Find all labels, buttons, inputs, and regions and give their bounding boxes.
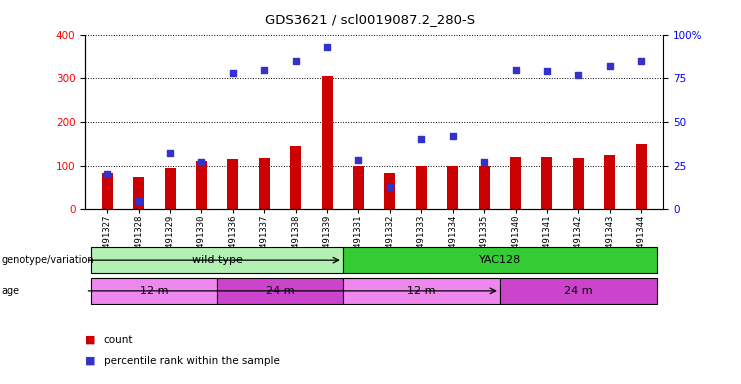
Bar: [353, 166, 364, 209]
Text: 24 m: 24 m: [564, 286, 593, 296]
Bar: [343, 278, 500, 304]
Point: [353, 157, 365, 164]
Text: ■: ■: [85, 356, 96, 366]
Point: [573, 72, 585, 78]
Bar: [385, 174, 396, 209]
Bar: [165, 168, 176, 209]
Bar: [479, 166, 490, 209]
Point: [227, 70, 239, 76]
Text: wild type: wild type: [192, 255, 242, 265]
Bar: [91, 278, 217, 304]
Text: GDS3621 / scl0019087.2_280-S: GDS3621 / scl0019087.2_280-S: [265, 13, 476, 26]
Point: [164, 150, 176, 156]
Bar: [322, 76, 333, 209]
Point: [196, 159, 207, 165]
Text: 24 m: 24 m: [266, 286, 294, 296]
Bar: [91, 247, 343, 273]
Text: percentile rank within the sample: percentile rank within the sample: [104, 356, 279, 366]
Point: [133, 197, 144, 204]
Bar: [500, 278, 657, 304]
Point: [416, 136, 428, 142]
Bar: [343, 247, 657, 273]
Bar: [259, 158, 270, 209]
Text: 12 m: 12 m: [407, 286, 436, 296]
Bar: [605, 155, 615, 209]
Point: [259, 66, 270, 73]
Point: [635, 58, 647, 64]
Bar: [416, 166, 427, 209]
Bar: [227, 159, 239, 209]
Point: [321, 44, 333, 50]
Bar: [448, 166, 458, 209]
Bar: [102, 174, 113, 209]
Point: [510, 66, 522, 73]
Bar: [290, 146, 301, 209]
Point: [102, 171, 113, 177]
Bar: [636, 144, 647, 209]
Point: [604, 63, 616, 69]
Bar: [542, 157, 553, 209]
Point: [384, 184, 396, 190]
Text: age: age: [1, 286, 19, 296]
Bar: [217, 278, 343, 304]
Bar: [133, 177, 144, 209]
Text: genotype/variation: genotype/variation: [1, 255, 94, 265]
Point: [290, 58, 302, 64]
Point: [478, 159, 490, 165]
Text: YAC128: YAC128: [479, 255, 521, 265]
Point: [541, 68, 553, 74]
Text: count: count: [104, 335, 133, 345]
Text: ■: ■: [85, 335, 96, 345]
Bar: [573, 158, 584, 209]
Bar: [510, 157, 521, 209]
Point: [447, 133, 459, 139]
Bar: [196, 161, 207, 209]
Text: 12 m: 12 m: [140, 286, 168, 296]
